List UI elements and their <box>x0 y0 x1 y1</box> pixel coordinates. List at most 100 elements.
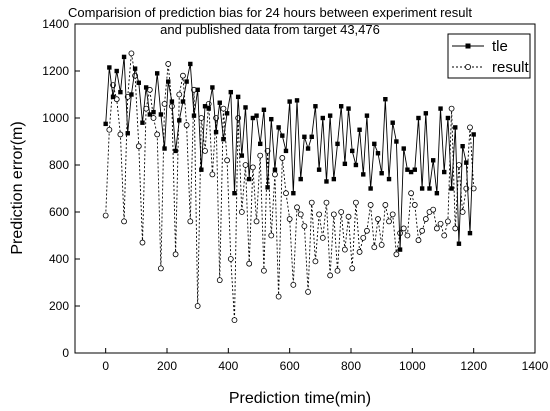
series-tle-point <box>239 153 245 158</box>
series-tle-point <box>154 71 160 76</box>
series-result-point <box>102 212 109 219</box>
legend-tle-marker <box>465 43 471 49</box>
series-tle-point <box>118 89 123 95</box>
series-tle-point <box>390 120 395 125</box>
series-result-point <box>338 209 345 215</box>
series-tle-point <box>442 169 447 175</box>
series-tle-point <box>464 160 469 165</box>
series-result-point <box>224 157 231 164</box>
series-result-point <box>382 202 389 208</box>
series-result-point <box>194 303 201 309</box>
series-tle <box>103 54 476 252</box>
series-result-point <box>216 277 223 284</box>
series-result-point <box>367 202 374 208</box>
series-tle-point <box>467 230 473 236</box>
series-result-point <box>183 122 190 128</box>
series-tle-point <box>246 176 252 182</box>
series-tle-point <box>438 106 443 111</box>
series-tle-point <box>423 111 429 116</box>
series-tle-point <box>276 125 281 130</box>
series-tle-point <box>162 146 167 151</box>
series-result-point <box>430 206 437 213</box>
series-tle-point <box>327 113 333 118</box>
series-result-point <box>253 218 260 225</box>
series-result-point <box>242 162 249 168</box>
series-tle-point <box>136 80 141 85</box>
x-tick-label: 400 <box>218 359 238 373</box>
series-tle-point <box>265 185 270 190</box>
series-tle-point <box>430 158 436 163</box>
series-result-point <box>345 213 352 220</box>
series-result-point <box>441 232 448 239</box>
series-tle-point <box>151 109 156 115</box>
series-tle-point <box>460 144 465 149</box>
series-result-point <box>386 218 392 225</box>
series-tle-point <box>269 116 274 122</box>
series-tle-point <box>335 141 340 147</box>
series-result-point <box>294 204 300 211</box>
series-result-point <box>257 152 264 159</box>
series-tle-point <box>361 172 366 177</box>
series-tle-point <box>456 241 462 246</box>
x-tick-label: 1400 <box>522 359 549 373</box>
series-tle-point <box>397 247 403 252</box>
series-result-point <box>165 61 172 67</box>
series-result-point <box>231 317 238 324</box>
series-tle-point <box>386 176 392 182</box>
series-tle-point <box>110 94 116 100</box>
series-tle-point <box>232 191 237 196</box>
series-tle-point <box>379 171 384 176</box>
series-result-point <box>209 171 216 178</box>
series-result-point <box>316 211 323 218</box>
series-result-point <box>305 288 311 295</box>
series-result-point <box>364 227 370 234</box>
series-result-point <box>334 267 341 274</box>
series-result-point <box>308 199 315 206</box>
series-result-point <box>106 126 113 133</box>
series-tle-point <box>350 148 355 154</box>
series-tle-point <box>412 167 417 172</box>
series-tle-point <box>287 99 292 104</box>
series-result-point <box>375 216 381 222</box>
series-tle-point <box>224 111 230 116</box>
series-result-point <box>261 267 267 274</box>
series-result-point <box>452 225 459 232</box>
series-tle-point <box>158 112 164 117</box>
series-result-point <box>113 96 120 103</box>
series-tle-point <box>357 127 362 132</box>
series-result-point <box>437 220 444 227</box>
series-tle-point <box>132 66 138 71</box>
series-layer <box>102 50 477 324</box>
series-tle-point <box>188 61 193 67</box>
series-tle-point <box>408 169 414 175</box>
series-tle-point <box>217 100 222 105</box>
series-tle-point <box>302 134 307 139</box>
y-tick-label: 0 <box>62 346 69 360</box>
series-result-point <box>135 143 142 150</box>
series-tle-point <box>445 115 451 121</box>
x-axis-label: Prediction time(min) <box>229 390 371 407</box>
plot-frame <box>74 23 536 354</box>
series-tle-point <box>169 99 175 104</box>
series-result-point <box>124 93 131 100</box>
y-tick-label: 1200 <box>42 64 69 78</box>
legend-box <box>447 33 531 79</box>
series-tle-point <box>243 105 248 110</box>
x-tick-label: 1200 <box>460 359 487 373</box>
series-tle-point <box>294 98 300 103</box>
x-tick-label: 600 <box>280 359 300 373</box>
x-tick-label: 800 <box>341 359 361 373</box>
series-result-point <box>448 105 455 112</box>
series-result-point <box>272 171 278 178</box>
series-result-point <box>467 124 473 131</box>
series-tle-point <box>177 118 182 123</box>
series-result-point <box>319 234 326 241</box>
series-result-point <box>117 131 124 138</box>
series-result-point <box>157 265 164 272</box>
series-tle-point <box>147 112 153 117</box>
series-result-point <box>371 244 378 251</box>
series-tle-point <box>125 131 130 136</box>
series-tle-point <box>210 85 215 90</box>
series-tle-point <box>419 186 425 191</box>
